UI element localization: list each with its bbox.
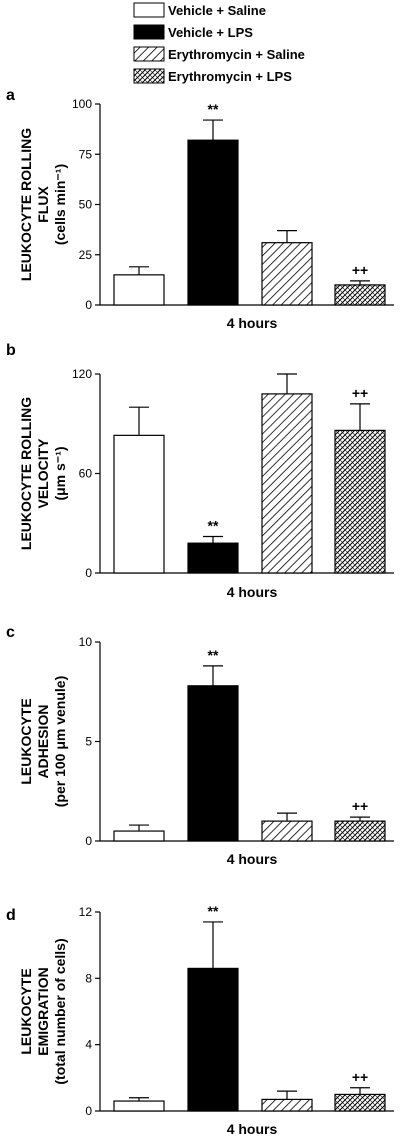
y-axis-label: EMIGRATION — [35, 967, 51, 1055]
bar — [261, 820, 313, 842]
y-axis-label: LEUKOCYTE — [18, 698, 34, 784]
legend-label: Vehicle + Saline — [168, 3, 266, 18]
legend-item: Vehicle + Saline — [133, 2, 266, 18]
y-tick-label: 120 — [72, 367, 92, 381]
significance-label: ++ — [352, 385, 368, 401]
bar — [261, 393, 313, 574]
y-axis-label: LEUKOCYTE — [18, 968, 34, 1054]
legend-swatch — [133, 24, 165, 40]
x-axis-label: 4 hours — [227, 315, 278, 331]
panel-b: b 0 60 120 ** ++ 4 hours LEUKOCYTE ROLLING VELOC… — [6, 342, 394, 600]
bar — [261, 1098, 313, 1112]
y-tick-label: 50 — [79, 198, 93, 212]
panel-letter: b — [6, 342, 16, 359]
y-axis-label: ADHESION — [35, 705, 51, 779]
y-tick-label: 60 — [79, 467, 93, 481]
significance-label: ++ — [352, 798, 368, 814]
legend-item: Erythromycin + LPS — [133, 68, 292, 84]
bar — [187, 139, 239, 306]
bar — [113, 830, 165, 842]
y-tick-label: 0 — [85, 834, 92, 848]
legend-label: Erythromycin + Saline — [168, 47, 305, 62]
panel-letter: a — [6, 87, 15, 104]
bar — [187, 542, 239, 574]
x-axis-label: 4 hours — [227, 1121, 278, 1137]
bar — [334, 429, 386, 574]
panel-c: c 0 5 10 ** ++ 4 hours LEUKOCYTE ADHESION (per 10… — [6, 624, 394, 867]
significance-label: ** — [208, 647, 219, 663]
y-tick-label: 5 — [85, 735, 92, 749]
significance-label: ** — [208, 518, 219, 534]
y-axis-label: LEUKOCYTE ROLLING — [18, 397, 34, 550]
bar — [334, 284, 386, 306]
legend-swatch — [133, 46, 165, 62]
bar — [113, 434, 165, 574]
legend-label: Vehicle + LPS — [168, 25, 253, 40]
bar — [113, 274, 165, 306]
legend: Vehicle + Saline Vehicle + LPS Erythromyci… — [133, 2, 305, 84]
significance-label: ** — [208, 101, 219, 117]
y-tick-label: 75 — [79, 147, 93, 161]
legend-swatch — [133, 2, 165, 18]
y-axis-label: LEUKOCYTE ROLLING — [18, 128, 34, 281]
legend-item: Vehicle + LPS — [133, 24, 253, 40]
panel-letter: d — [6, 907, 16, 924]
x-axis-label: 4 hours — [227, 584, 278, 600]
y-axis-label: FLUX — [35, 186, 51, 223]
x-axis-label: 4 hours — [227, 851, 278, 867]
y-tick-label: 12 — [79, 905, 93, 919]
bar — [187, 685, 239, 842]
y-axis-label: (μm s⁻¹) — [52, 446, 68, 500]
y-tick-label: 0 — [85, 298, 92, 312]
y-tick-label: 25 — [79, 248, 93, 262]
bar — [187, 967, 239, 1112]
bar — [334, 1093, 386, 1112]
significance-label: ++ — [352, 262, 368, 278]
y-axis-label: (total number of cells) — [52, 938, 68, 1084]
y-axis-label: (per 100 μm venule) — [52, 676, 68, 808]
bar — [113, 1100, 165, 1112]
y-tick-label: 100 — [72, 97, 92, 111]
y-axis-label: VELOCITY — [35, 438, 51, 509]
y-tick-label: 0 — [85, 566, 92, 580]
y-tick-label: 10 — [79, 635, 93, 649]
bar — [334, 820, 386, 842]
panel-d: d 0 4 8 12 ** ++ 4 hours LEUKOCYTE EMIGRATION (tot… — [6, 903, 394, 1137]
legend-item: Erythromycin + Saline — [133, 46, 305, 62]
y-tick-label: 4 — [85, 1038, 92, 1052]
y-tick-label: 8 — [85, 971, 92, 985]
panel-letter: c — [6, 624, 15, 641]
bar — [261, 242, 313, 306]
legend-label: Erythromycin + LPS — [168, 69, 292, 84]
significance-label: ** — [208, 903, 219, 919]
legend-swatch — [133, 68, 165, 84]
y-axis-label: (cells min⁻¹) — [52, 164, 68, 245]
y-tick-label: 0 — [85, 1104, 92, 1118]
significance-label: ++ — [352, 1069, 368, 1085]
panel-a: a 0 25 50 75 100 ** ++ 4 hours LEUKOCYTE ROLLING F… — [6, 87, 394, 331]
